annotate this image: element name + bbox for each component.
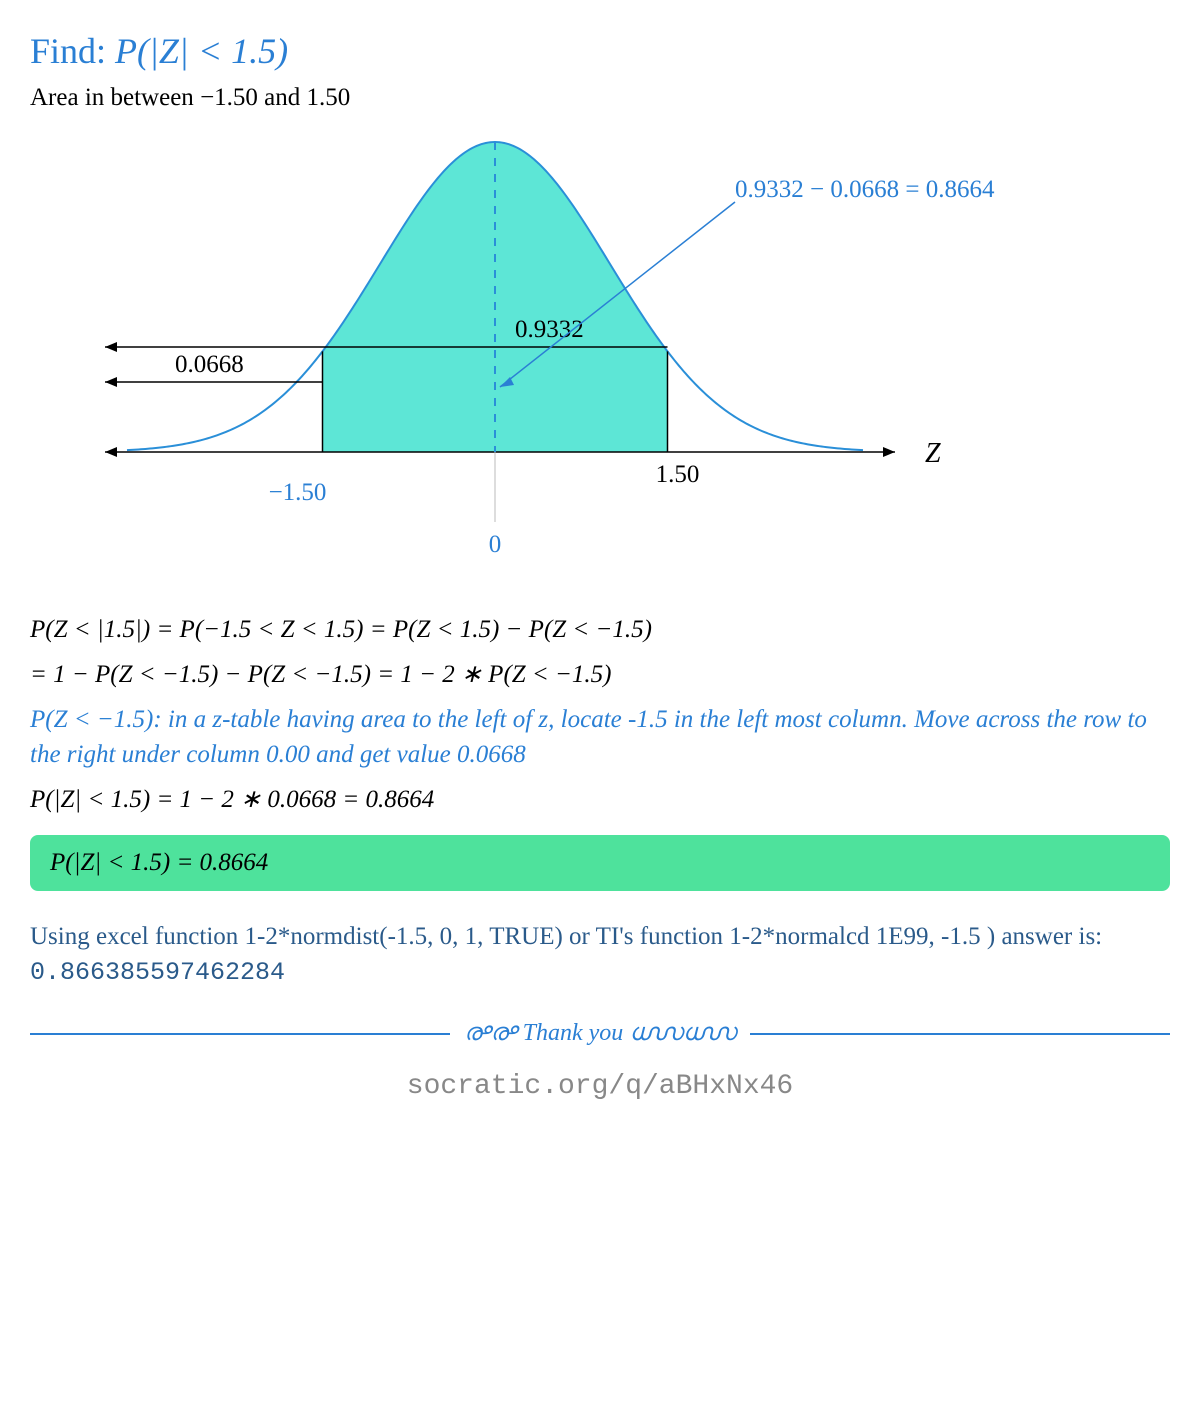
ztable-hint: P(Z < −1.5): in a z-table having area to… bbox=[30, 702, 1170, 772]
svg-text:Z: Z bbox=[925, 438, 941, 469]
divider-line-left bbox=[30, 1033, 450, 1035]
subtitle: Area in between −1.50 and 1.50 bbox=[30, 84, 1170, 112]
derivation-line-1: P(Z < |1.5|) = P(−1.5 < Z < 1.5) = P(Z <… bbox=[30, 612, 1170, 647]
answer-box: P(|Z| < 1.5) = 0.8664 bbox=[30, 835, 1170, 891]
thank-you-divider: ൙൙ Thank you ൝൝ bbox=[30, 1020, 1170, 1047]
excel-value: 0.866385597462284 bbox=[30, 958, 285, 987]
svg-text:−1.50: −1.50 bbox=[269, 479, 327, 506]
divider-line-right bbox=[750, 1033, 1170, 1035]
svg-text:1.50: 1.50 bbox=[656, 461, 700, 488]
calculation-line: P(|Z| < 1.5) = 1 − 2 ∗ 0.0668 = 0.8664 bbox=[30, 782, 1170, 817]
normal-curve-diagram: 0.93320.0668−1.501.500Z0.9332 − 0.0668 =… bbox=[30, 122, 1170, 582]
page-title: Find: P(|Z| < 1.5) bbox=[30, 30, 1170, 72]
svg-text:0.9332 − 0.0668 = 0.8664: 0.9332 − 0.0668 = 0.8664 bbox=[735, 176, 995, 203]
svg-text:0: 0 bbox=[489, 531, 502, 558]
derivation-line-2: = 1 − P(Z < −1.5) − P(Z < −1.5) = 1 − 2 … bbox=[30, 657, 1170, 692]
svg-text:0.0668: 0.0668 bbox=[175, 351, 244, 378]
answer-text: P(|Z| < 1.5) = 0.8664 bbox=[50, 849, 268, 876]
excel-note: Using excel function 1-2*normdist(-1.5, … bbox=[30, 919, 1170, 990]
normal-curve-svg: 0.93320.0668−1.501.500Z0.9332 − 0.0668 =… bbox=[75, 122, 1125, 582]
title-expression: P(|Z| < 1.5) bbox=[115, 31, 288, 71]
source-link: socratic.org/q/aBHxNx46 bbox=[30, 1071, 1170, 1102]
thank-you-text: ൙൙ Thank you ൝൝ bbox=[464, 1020, 736, 1047]
title-prefix: Find: bbox=[30, 31, 115, 71]
